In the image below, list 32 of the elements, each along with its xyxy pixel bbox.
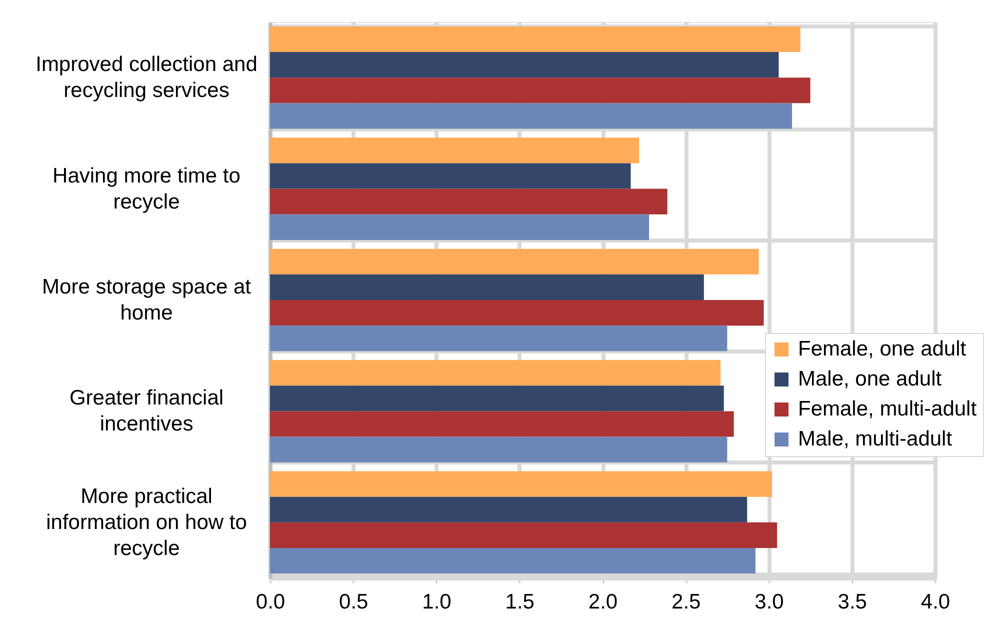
- legend-label: Male, multi-adult: [798, 428, 952, 450]
- y-tick-label: Improved collection and recycling services: [36, 53, 258, 102]
- x-tick-label: 2.5: [672, 590, 701, 614]
- bar: [270, 411, 734, 437]
- bar: [270, 138, 640, 164]
- bar: [270, 522, 778, 548]
- bar: [270, 274, 704, 300]
- x-tick-label: 3.5: [838, 590, 867, 614]
- y-tick-label: Having more time to recycle: [52, 164, 240, 214]
- x-tick-label: 0.5: [339, 590, 368, 614]
- x-tick-label: 3.0: [754, 590, 784, 614]
- x-tick-label: 1.0: [422, 590, 452, 614]
- bar: [270, 78, 810, 104]
- legend-label: Female, multi-adult: [798, 398, 977, 420]
- bar: [270, 248, 759, 274]
- bar: [270, 163, 631, 189]
- y-tick-label: More practical information on how to recycle: [46, 484, 247, 560]
- bar: [270, 360, 721, 386]
- bar: [270, 496, 748, 522]
- bar: [270, 188, 668, 214]
- legend-label: Male, one adult: [798, 368, 942, 390]
- y-tick-label: More storage space at home: [42, 276, 252, 324]
- x-tick-label: 0.0: [256, 590, 286, 614]
- legend-label: Female, one adult: [798, 338, 966, 360]
- bar: [270, 471, 772, 497]
- bar: [270, 386, 724, 412]
- x-tick-label: 1.5: [505, 590, 534, 614]
- x-tick-label: 4.0: [920, 590, 950, 614]
- bar: [270, 300, 764, 326]
- x-tick-label: 2.0: [588, 590, 618, 614]
- y-tick-label: Greater financial incentives: [69, 386, 224, 436]
- bar: [270, 52, 779, 78]
